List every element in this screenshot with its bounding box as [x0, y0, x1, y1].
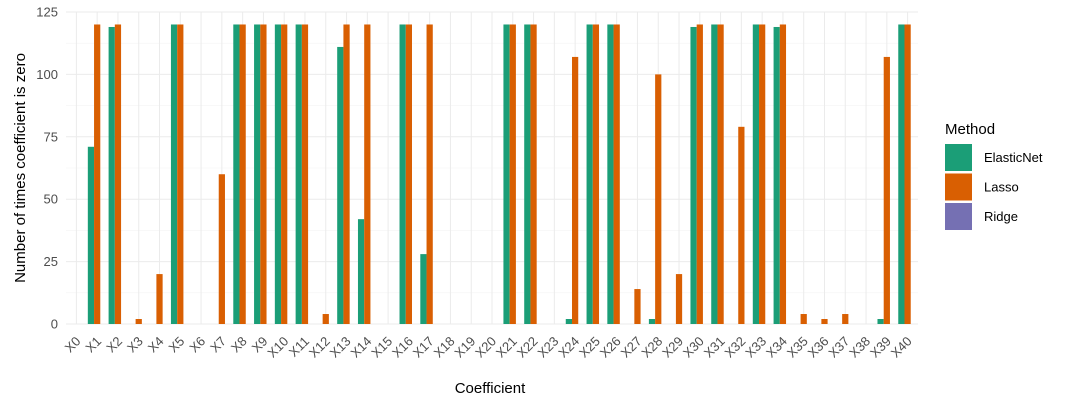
- bar-elasticnet-x39: [877, 319, 884, 324]
- legend-label-lasso: Lasso: [984, 180, 1019, 195]
- bar-lasso-x8: [239, 24, 246, 324]
- bar-lasso-x32: [738, 126, 745, 324]
- x-tick-label: X0: [62, 334, 84, 356]
- bar-lasso-x28: [655, 74, 662, 325]
- bar-elasticnet-x25: [586, 24, 593, 324]
- grid: [66, 11, 918, 325]
- bar-elasticnet-x5: [170, 24, 178, 324]
- bar-lasso-x33: [759, 24, 766, 324]
- bar-lasso-x30: [696, 24, 703, 324]
- y-axis-title: Number of times coefficient is zero: [12, 53, 29, 283]
- bar-lasso-x37: [842, 314, 849, 324]
- x-tick-label: X1: [82, 334, 104, 356]
- bar-lasso-x1: [94, 24, 101, 324]
- x-tick-label: X4: [145, 334, 167, 356]
- x-tick-label: X40: [888, 334, 915, 361]
- x-axis-ticks: X0X1X2X3X4X5X6X7X8X9X10X11X12X13X14X15X1…: [62, 334, 915, 361]
- y-axis-ticks: 0 25 50 75 100 125: [36, 5, 58, 332]
- bar-elasticnet-x30: [690, 26, 697, 324]
- y-tick-label: 25: [44, 254, 58, 269]
- bar-elasticnet-x11: [295, 24, 302, 324]
- bar-lasso-x26: [613, 24, 620, 324]
- legend-key-ridge: [945, 203, 972, 230]
- x-tick-label: X6: [186, 334, 208, 356]
- bar-lasso-x31: [717, 24, 724, 324]
- bar-elasticnet-x40: [898, 24, 905, 324]
- bar-elasticnet-x26: [607, 24, 614, 324]
- bar-elasticnet-x16: [399, 24, 406, 324]
- bar-lasso-x9: [260, 24, 267, 324]
- bar-lasso-x27: [634, 289, 641, 324]
- legend-key-lasso: [945, 173, 972, 201]
- bar-lasso-x40: [904, 24, 911, 324]
- bar-elasticnet-x14: [357, 219, 365, 324]
- legend: Method ElasticNet Lasso Ridge: [945, 121, 1043, 230]
- bar-lasso-x29: [675, 274, 683, 324]
- bar-lasso-x4: [156, 274, 163, 324]
- x-tick-label: X5: [166, 334, 188, 356]
- bar-lasso-x17: [426, 24, 433, 324]
- x-tick-label: X8: [228, 334, 250, 356]
- legend-items: ElasticNet Lasso Ridge: [945, 144, 1043, 230]
- bar-lasso-x11: [301, 24, 309, 324]
- x-tick-label: X7: [207, 334, 229, 356]
- legend-label-ridge: Ridge: [984, 209, 1018, 224]
- bar-lasso-x34: [779, 24, 787, 324]
- bar-lasso-x7: [218, 174, 225, 324]
- bar-lasso-x13: [343, 24, 350, 324]
- bar-lasso-x5: [177, 24, 184, 324]
- bar-lasso-x25: [592, 24, 600, 324]
- legend-key-elasticnet: [945, 144, 972, 171]
- bar-elasticnet-x13: [337, 46, 344, 324]
- x-axis-title: Coefficient: [455, 380, 526, 397]
- bar-lasso-x16: [405, 24, 412, 324]
- bar-lasso-x3: [135, 319, 142, 324]
- bar-elasticnet-x22: [524, 24, 531, 324]
- y-tick-label: 75: [44, 129, 58, 144]
- bar-elasticnet-x24: [565, 319, 573, 324]
- bar-elasticnet-x9: [254, 24, 261, 324]
- bar-elasticnet-x31: [711, 24, 718, 324]
- bar-lasso-x21: [509, 24, 516, 324]
- y-tick-label: 125: [36, 5, 58, 20]
- bar-elasticnet-x21: [503, 24, 510, 324]
- bar-elasticnet-x1: [87, 146, 95, 324]
- bar-lasso-x2: [114, 24, 122, 324]
- legend-title: Method: [945, 121, 995, 138]
- bar-lasso-x35: [800, 314, 807, 324]
- bar-lasso-x39: [883, 56, 890, 324]
- bar-elasticnet-x33: [752, 24, 760, 324]
- y-tick-label: 50: [44, 192, 58, 207]
- x-tick-label: X2: [103, 334, 125, 356]
- bar-elasticnet-x28: [648, 319, 656, 324]
- bar-lasso-x24: [572, 56, 579, 324]
- bar-elasticnet-x8: [233, 24, 240, 324]
- bars: [87, 24, 911, 325]
- bar-lasso-x10: [281, 24, 288, 324]
- bar-lasso-x12: [322, 314, 329, 324]
- bar-elasticnet-x2: [108, 26, 115, 324]
- bar-elasticnet-x34: [773, 26, 780, 324]
- y-tick-label: 100: [36, 67, 58, 82]
- bar-lasso-x36: [821, 319, 828, 324]
- bar-lasso-x14: [364, 24, 371, 324]
- legend-label-elasticnet: ElasticNet: [984, 150, 1043, 165]
- bar-elasticnet-x10: [274, 24, 282, 324]
- bar-elasticnet-x17: [420, 254, 427, 324]
- x-tick-label: X3: [124, 334, 146, 356]
- bar-lasso-x22: [530, 24, 537, 324]
- y-tick-label: 0: [51, 317, 58, 332]
